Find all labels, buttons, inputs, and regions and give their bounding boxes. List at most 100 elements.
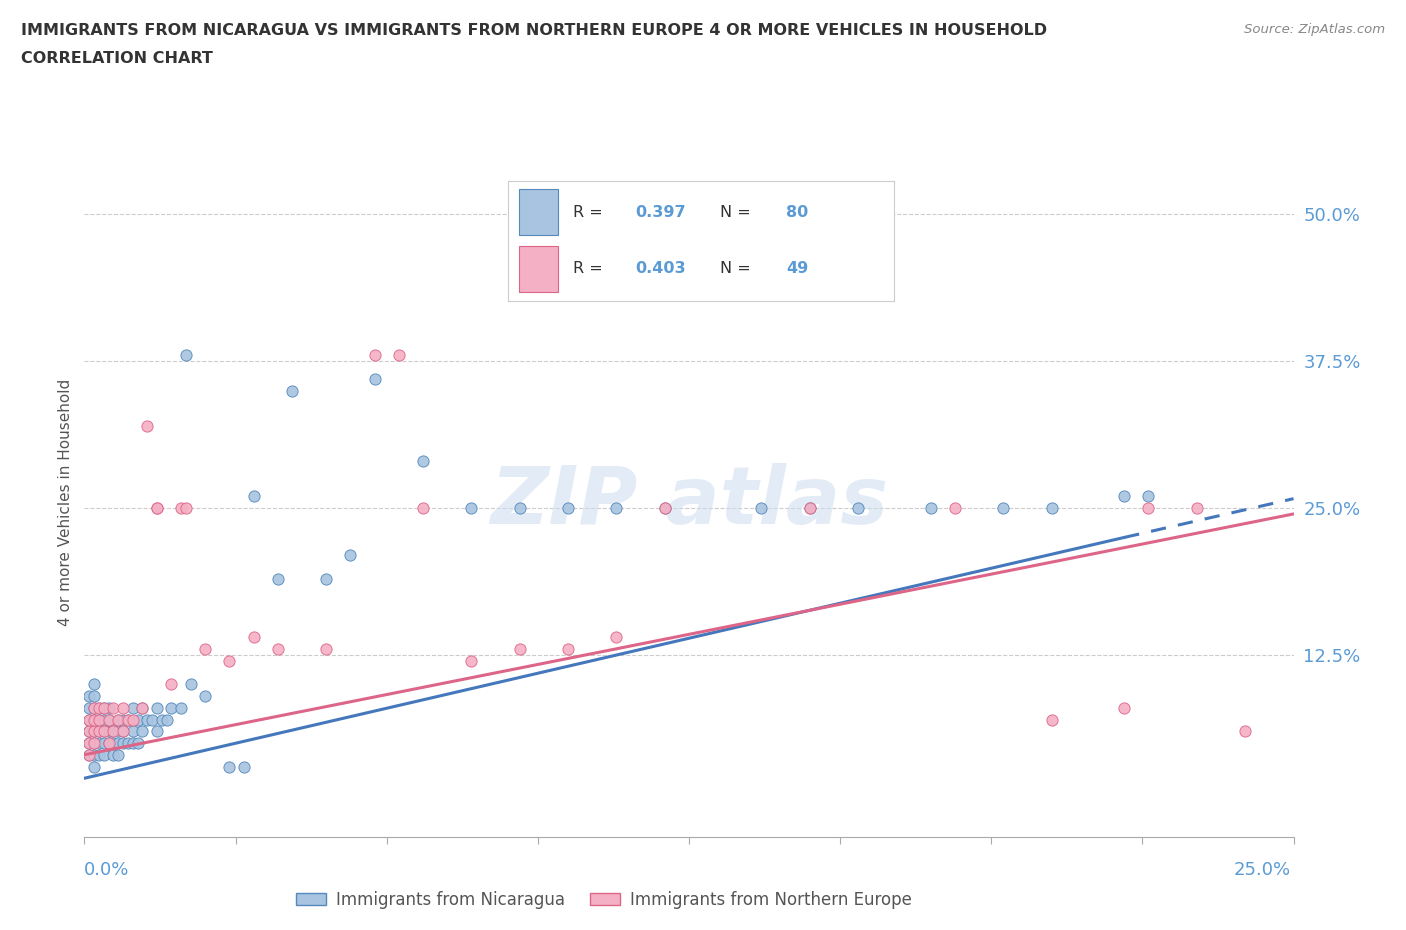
Point xyxy=(557,642,579,657)
Point xyxy=(83,700,105,715)
Point xyxy=(460,500,482,515)
Point xyxy=(107,712,129,727)
Point xyxy=(93,724,115,738)
Point xyxy=(127,736,149,751)
Point xyxy=(170,500,193,515)
Point xyxy=(77,724,100,738)
Point xyxy=(93,736,115,751)
Point xyxy=(242,630,264,644)
Point xyxy=(146,500,169,515)
Point xyxy=(155,712,177,727)
Point xyxy=(654,500,676,515)
Point xyxy=(87,724,110,738)
Text: CORRELATION CHART: CORRELATION CHART xyxy=(21,51,212,66)
Point xyxy=(77,736,100,751)
Point xyxy=(107,748,129,763)
Point xyxy=(160,700,183,715)
Point xyxy=(103,700,125,715)
Point xyxy=(920,500,942,515)
Point xyxy=(218,654,240,669)
Y-axis label: 4 or more Vehicles in Household: 4 or more Vehicles in Household xyxy=(58,379,73,626)
Point xyxy=(146,724,169,738)
Point xyxy=(267,571,290,586)
Point xyxy=(131,700,153,715)
Point xyxy=(112,736,135,751)
Point xyxy=(77,724,100,738)
Point xyxy=(97,712,120,727)
Point xyxy=(83,712,105,727)
Point xyxy=(136,418,159,433)
Point xyxy=(87,700,110,715)
Point xyxy=(160,677,183,692)
Point xyxy=(93,700,115,715)
Point xyxy=(107,724,129,738)
Point xyxy=(174,348,197,363)
Point xyxy=(315,642,337,657)
Point xyxy=(605,500,627,515)
Point xyxy=(150,712,173,727)
Point xyxy=(93,724,115,738)
Point xyxy=(654,500,676,515)
Point xyxy=(174,500,197,515)
Point xyxy=(1137,489,1160,504)
Point xyxy=(1040,712,1063,727)
Point xyxy=(77,748,100,763)
Point xyxy=(103,724,125,738)
Point xyxy=(363,371,385,386)
Point xyxy=(87,736,110,751)
Point xyxy=(509,500,531,515)
Point xyxy=(77,748,100,763)
Point xyxy=(97,736,120,751)
Point xyxy=(87,712,110,727)
Point xyxy=(87,748,110,763)
Point xyxy=(83,748,105,763)
Point xyxy=(194,688,217,703)
Point xyxy=(218,759,240,774)
Point xyxy=(242,489,264,504)
Point xyxy=(112,724,135,738)
Point xyxy=(557,500,579,515)
Point xyxy=(103,724,125,738)
Point xyxy=(83,688,105,703)
Text: ZIP atlas: ZIP atlas xyxy=(489,463,889,541)
Point xyxy=(112,712,135,727)
Point xyxy=(136,712,159,727)
Point xyxy=(315,571,337,586)
Point xyxy=(993,500,1015,515)
Point xyxy=(83,736,105,751)
Point xyxy=(170,700,193,715)
Point xyxy=(93,700,115,715)
Point xyxy=(388,348,411,363)
Point xyxy=(77,700,100,715)
Point xyxy=(751,500,773,515)
Point xyxy=(87,712,110,727)
Point xyxy=(77,688,100,703)
Point xyxy=(412,500,434,515)
Point xyxy=(77,712,100,727)
Point xyxy=(131,724,153,738)
Point xyxy=(117,712,139,727)
Point xyxy=(97,700,120,715)
Point xyxy=(87,700,110,715)
Point xyxy=(93,748,115,763)
Text: Source: ZipAtlas.com: Source: ZipAtlas.com xyxy=(1244,23,1385,36)
Text: 0.0%: 0.0% xyxy=(84,860,129,879)
Point xyxy=(77,736,100,751)
Point xyxy=(233,759,256,774)
Point xyxy=(117,712,139,727)
Point xyxy=(83,759,105,774)
Point xyxy=(509,642,531,657)
Point xyxy=(117,736,139,751)
Point xyxy=(121,736,143,751)
Point xyxy=(846,500,869,515)
Point xyxy=(460,654,482,669)
Point xyxy=(83,700,105,715)
Point xyxy=(107,736,129,751)
Point xyxy=(363,348,385,363)
Point xyxy=(1114,489,1136,504)
Point xyxy=(146,500,169,515)
Point xyxy=(267,642,290,657)
Point xyxy=(1137,500,1160,515)
Point xyxy=(943,500,966,515)
Point xyxy=(131,700,153,715)
